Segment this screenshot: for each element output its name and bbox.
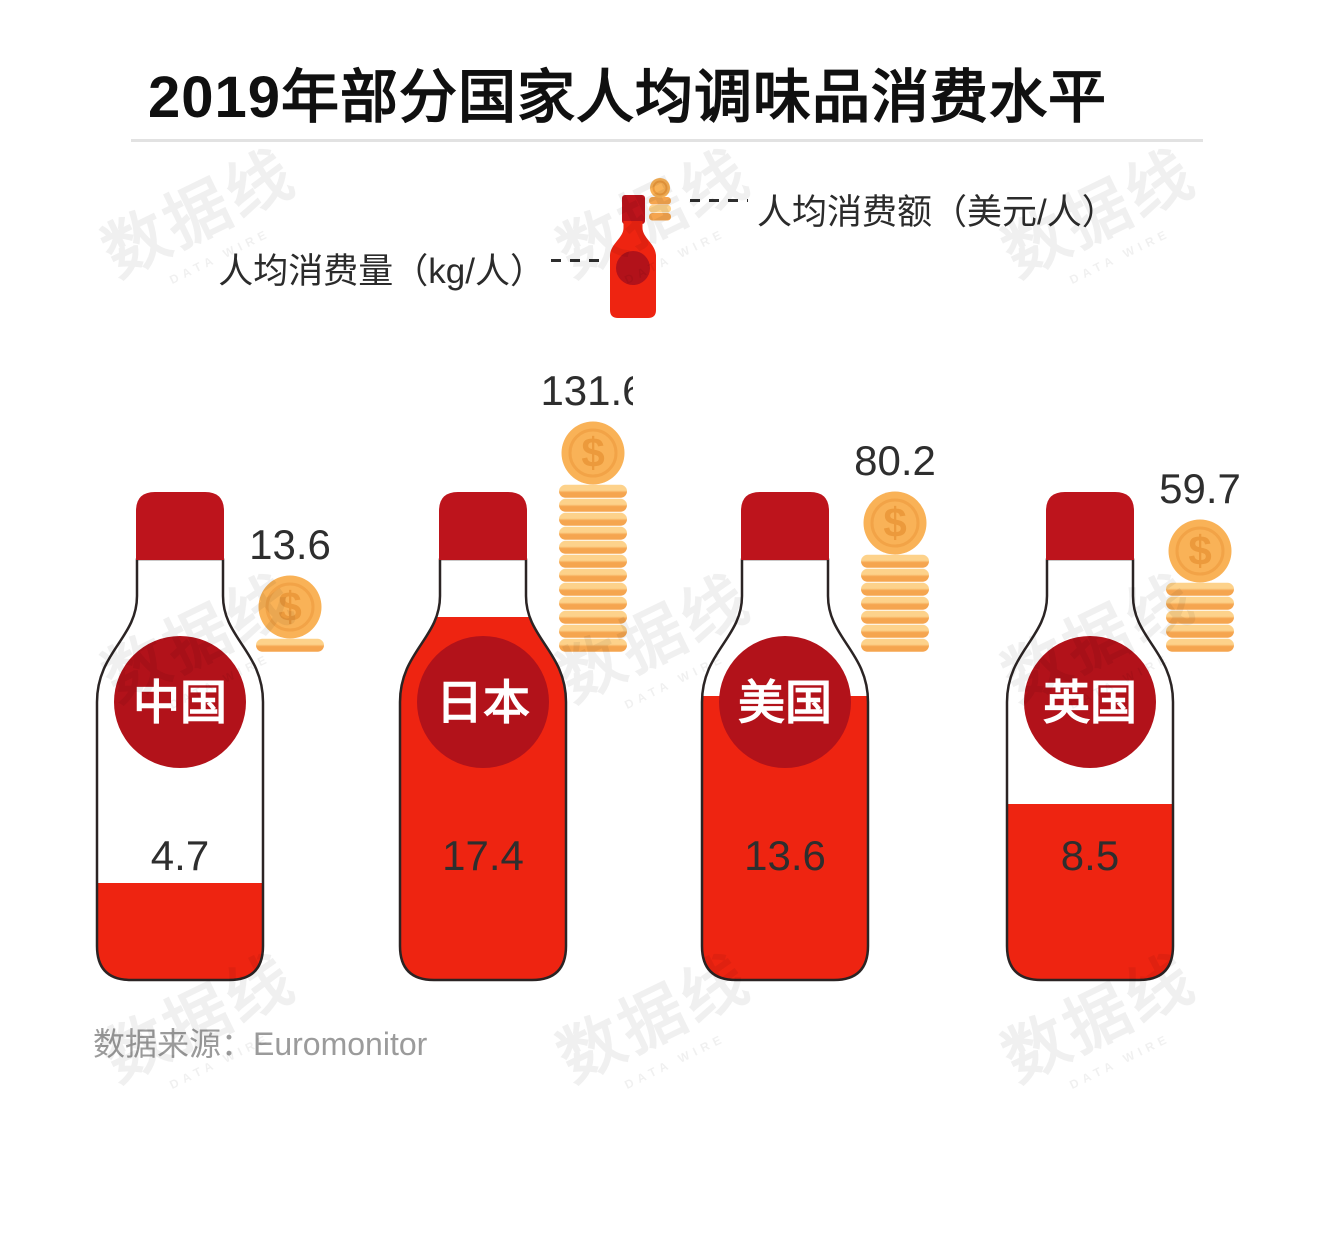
country-label: 日本 xyxy=(436,676,530,729)
legend-bottle-icon xyxy=(610,178,671,318)
dollar-sign: $ xyxy=(278,583,301,630)
quantity-value: 4.7 xyxy=(151,832,209,879)
legend-coin-stack xyxy=(649,178,671,221)
bottle-outline xyxy=(700,557,870,982)
bottle-outline xyxy=(1005,557,1175,982)
amount-value: 13.6 xyxy=(249,521,330,568)
dollar-sign: $ xyxy=(581,429,604,476)
dollar-sign: $ xyxy=(1188,527,1211,574)
legend-dash-right xyxy=(690,199,748,202)
coin-stack: $ xyxy=(1166,519,1234,652)
amount-value: 59.7 xyxy=(1159,465,1240,512)
bottle-outline xyxy=(398,557,568,982)
country-label: 美国 xyxy=(738,676,832,729)
country-badge xyxy=(417,636,549,768)
quantity-value: 13.6 xyxy=(744,832,826,879)
legend-amount-label: 人均消费额（美元/人） xyxy=(757,193,1117,232)
quantity-value: 17.4 xyxy=(442,832,524,879)
page-title: 2019年部分国家人均调味品消费水平 xyxy=(148,65,1108,130)
coin-stack: $ xyxy=(559,421,627,652)
country-badge xyxy=(719,636,851,768)
dollar-sign: $ xyxy=(883,499,906,546)
bottle-chart: $ 中国 13.6 4.7 $ 日本 131.6 17.4 xyxy=(0,370,1333,1020)
country-label: 英国 xyxy=(1043,676,1137,729)
bottle-cap xyxy=(136,492,224,560)
country-badge xyxy=(114,636,246,768)
country-label: 中国 xyxy=(133,676,227,729)
legend-dash-left xyxy=(551,259,607,262)
bottle-cap xyxy=(439,492,527,560)
legend-quantity-label: 人均消费量（kg/人） xyxy=(218,252,545,291)
bottle-group: $ 美国 80.2 13.6 xyxy=(700,437,935,982)
quantity-value: 8.5 xyxy=(1061,832,1119,879)
footer: 界面新闻 × 数据线 ▷ATA WIRE xyxy=(0,1090,1333,1210)
bottle-group: $ 日本 131.6 17.4 xyxy=(398,370,633,982)
amount-value: 80.2 xyxy=(854,437,935,484)
legend-badge xyxy=(616,251,650,285)
bottle-cap xyxy=(741,492,829,560)
legend-cap xyxy=(622,195,645,224)
bottle-liquid xyxy=(1007,804,1173,980)
bottle-cap xyxy=(1046,492,1134,560)
coin-stack: $ xyxy=(256,575,324,652)
bottle-liquid xyxy=(97,883,263,980)
data-source: 数据来源：Euromonitor xyxy=(93,1026,428,1062)
country-badge xyxy=(1024,636,1156,768)
bottle-outline xyxy=(95,557,265,982)
title-divider xyxy=(131,139,1203,142)
bottle-group: $ 英国 59.7 8.5 xyxy=(1005,465,1240,982)
amount-value: 131.6 xyxy=(540,370,633,414)
coin-stack: $ xyxy=(861,491,929,652)
bottle-group: $ 中国 13.6 4.7 xyxy=(95,492,330,982)
